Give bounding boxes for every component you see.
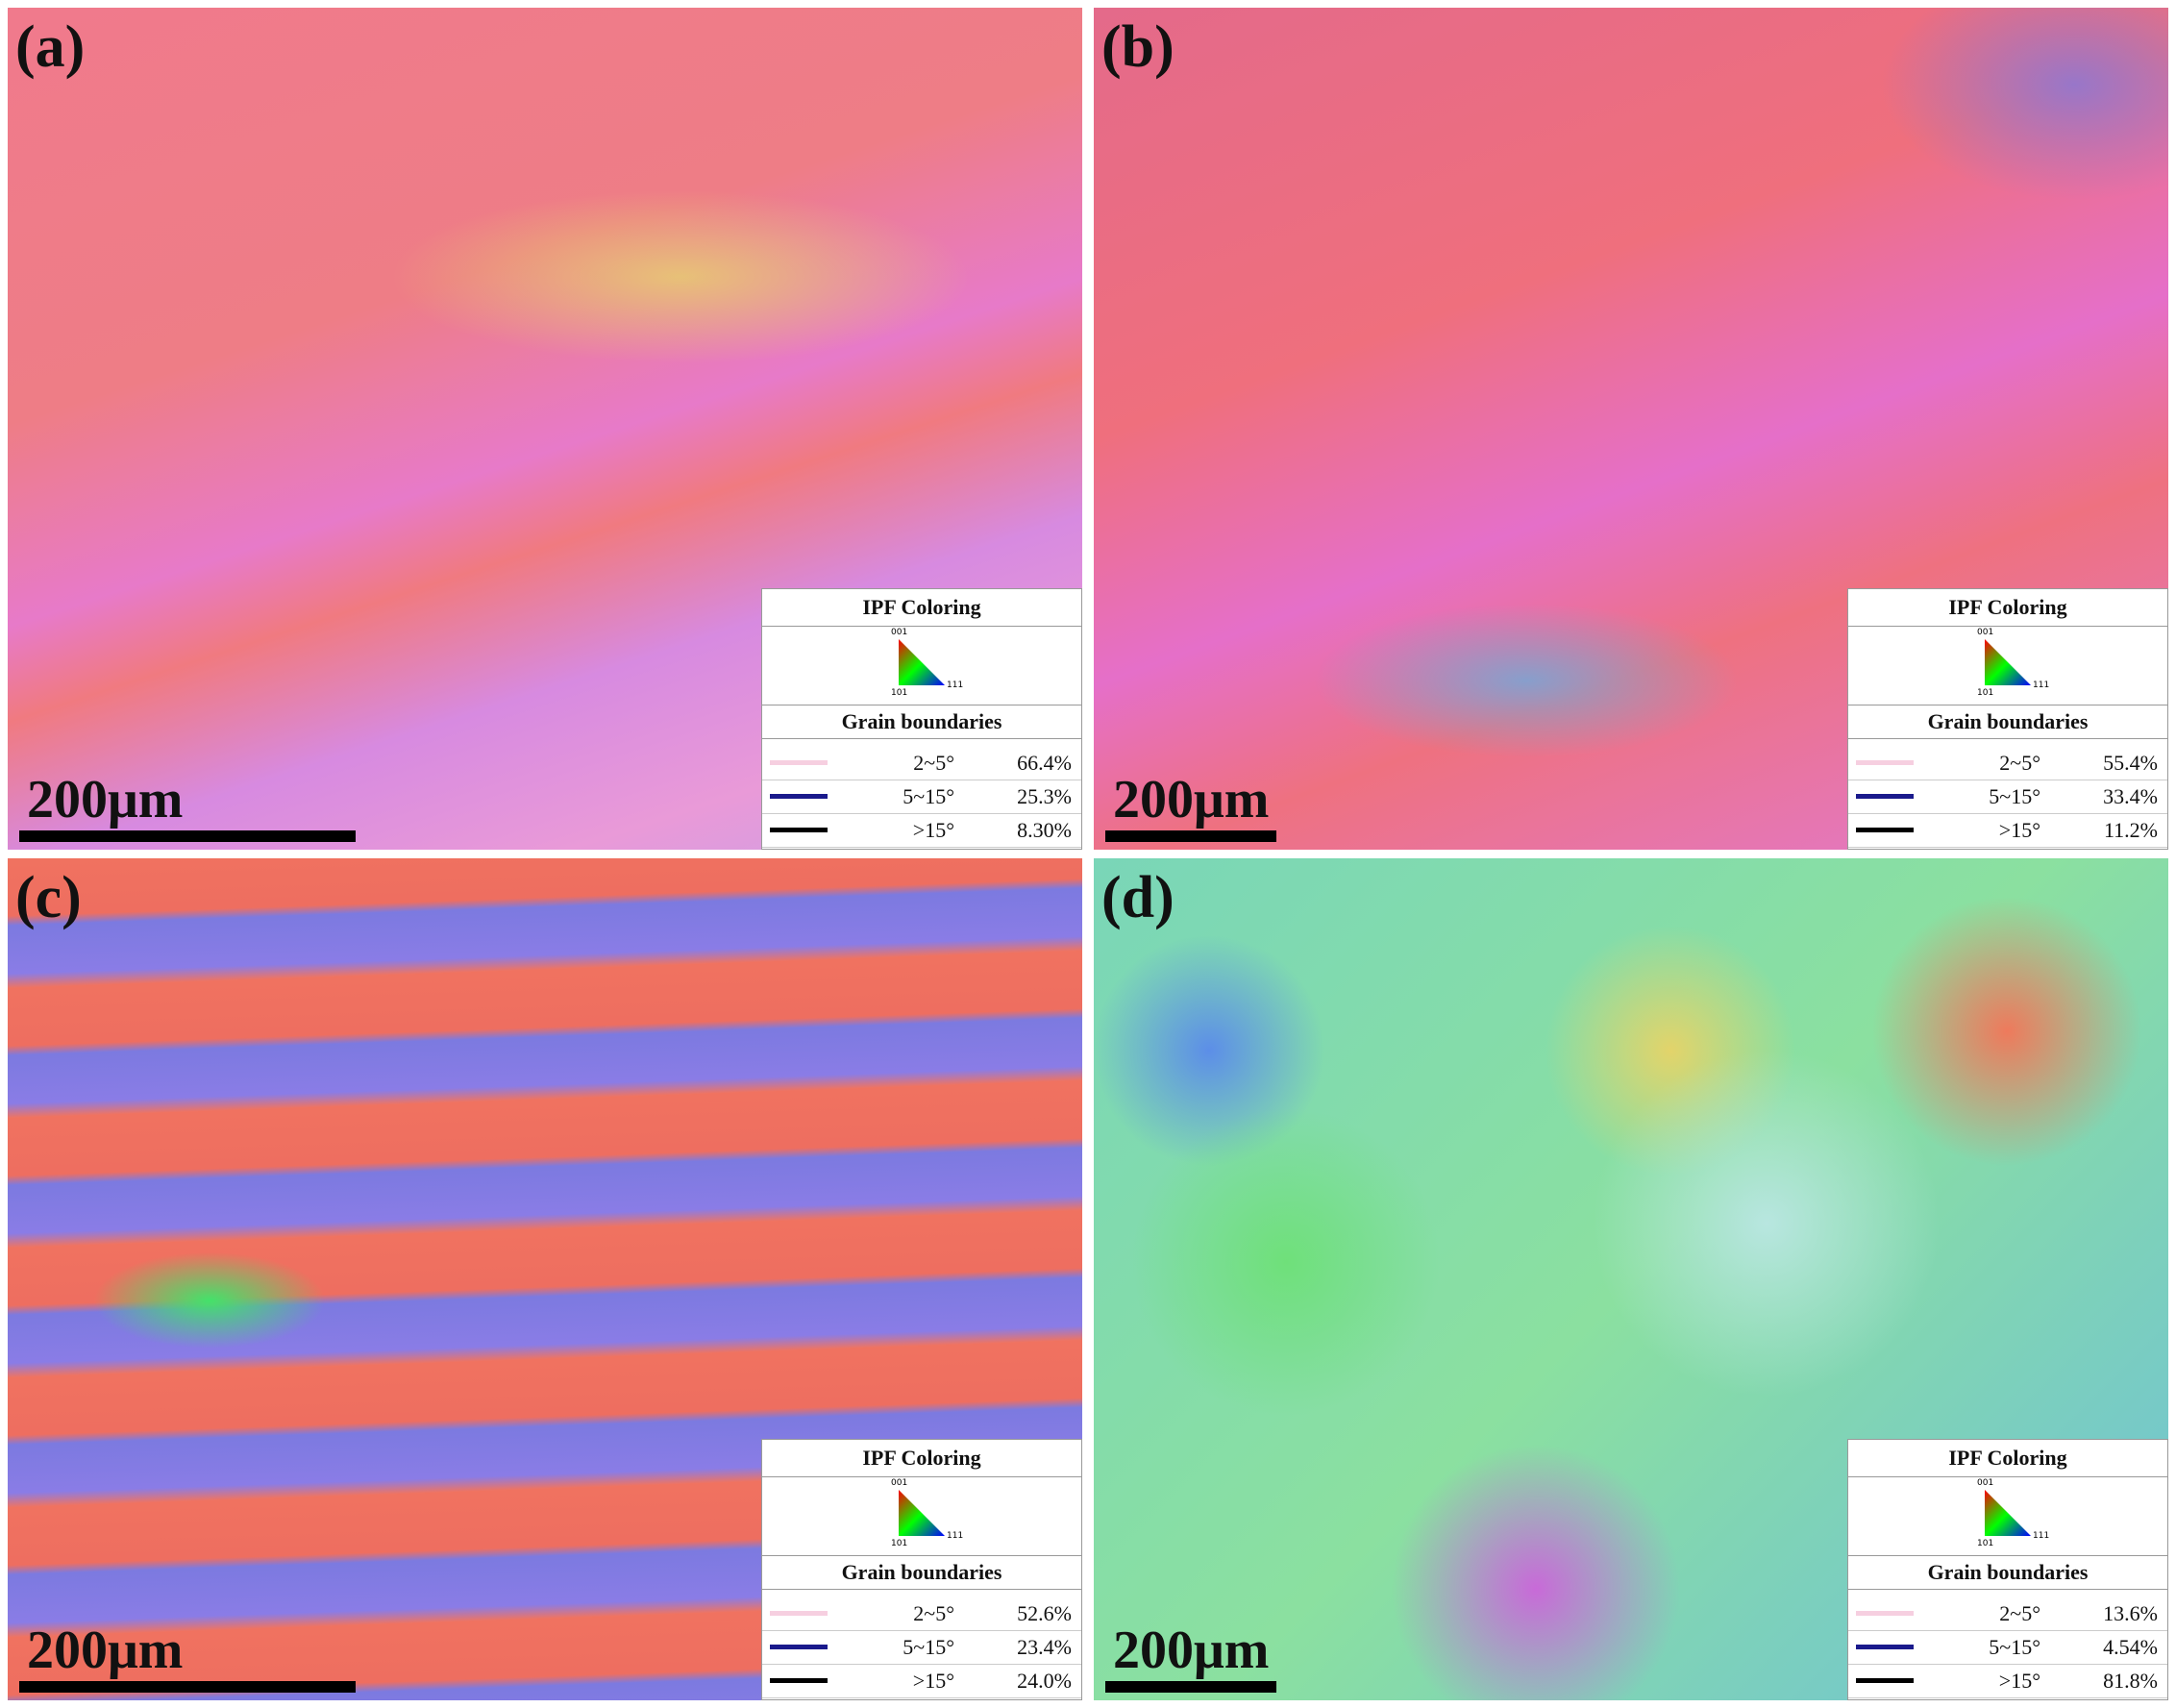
legend-section: Grain boundaries [1848,705,2167,739]
ipf-triangle-shape [1985,1490,2031,1536]
legend-row: >15° 8.30% [762,814,1081,848]
legend-row: 2~5° 13.6% [1848,1597,2167,1631]
scale-bar-label: 200μm [27,1621,184,1680]
legend-row: >15° 11.2% [1848,814,2167,848]
fraction: 23.4% [1017,1635,1072,1659]
line-swatch [770,1611,828,1616]
legend-title: IPF Coloring [762,1446,1081,1477]
legend-row: 5~15° 33.4% [1848,780,2167,814]
angle-range: 2~5° [913,751,954,775]
line-swatch [1856,794,1914,799]
legend-title: IPF Coloring [762,595,1081,627]
ipf-corner-label: 001 [891,1478,907,1488]
ipf-corner-label: 111 [947,681,963,690]
legend-row: 5~15° 23.4% [762,1631,1081,1665]
ipf-corner-label: 101 [1977,688,1993,698]
angle-range: 2~5° [913,1601,954,1625]
fraction: 25.3% [1017,784,1072,808]
fraction: 81.8% [2103,1669,2158,1693]
legend-row: 2~5° 52.6% [762,1597,1081,1631]
angle-range: 2~5° [1999,751,2040,775]
line-swatch [770,1645,828,1649]
panel-label: (a) [15,14,86,80]
ipf-triangle-shape [899,639,945,685]
ipf-corner-label: 101 [1977,1539,1993,1548]
panel-label: (d) [1101,865,1175,930]
ipf-corner-label: 001 [1977,628,1993,637]
line-swatch [770,794,828,799]
angle-range: >15° [912,1669,954,1693]
legend: IPF Coloring 001 101 111 Grain boundaries 2~5… [761,1439,1082,1700]
line-swatch [1856,828,1914,832]
ipf-corner-label: 101 [891,1539,907,1548]
ipf-triangle: 001 101 111 [891,628,963,698]
line-swatch [770,760,828,765]
scale-bar [1105,830,1276,842]
legend-section: Grain boundaries [762,1555,1081,1590]
legend: IPF Coloring 001 101 111 Grain boundaries 2~5… [1847,1439,2168,1700]
ipf-triangle: 001 101 111 [1977,1478,2049,1548]
panel-label: (b) [1101,14,1175,80]
line-swatch [770,828,828,832]
fraction: 13.6% [2103,1601,2158,1625]
scale-bar [19,1681,356,1693]
angle-range: 5~15° [903,784,954,808]
ipf-triangle-shape [899,1490,945,1536]
fraction: 8.30% [1017,818,1072,842]
ipf-corner-label: 001 [891,628,907,637]
line-swatch [1856,1645,1914,1649]
scale-bar [19,830,356,842]
ipf-corner-label: 001 [1977,1478,1993,1488]
legend-section: Grain boundaries [1848,1555,2167,1590]
angle-range: >15° [1998,1669,2040,1693]
legend-section: Grain boundaries [762,705,1081,739]
angle-range: 5~15° [1989,1635,2040,1659]
angle-range: 2~5° [1999,1601,2040,1625]
scale-bar-label: 200μm [27,770,184,829]
legend-row: 5~15° 4.54% [1848,1631,2167,1665]
line-swatch [770,1678,828,1683]
ipf-triangle-shape [1985,639,2031,685]
scale-bar [1105,1681,1276,1693]
fraction: 33.4% [2103,784,2158,808]
legend-row: 2~5° 55.4% [1848,747,2167,780]
angle-range: >15° [1998,818,2040,842]
panel: (b) 200μm IPF Coloring 001 101 111 Grain bound… [1094,8,2168,850]
fraction: 55.4% [2103,751,2158,775]
panel: (c) 200μm IPF Coloring 001 101 111 Grain bound… [8,858,1082,1700]
legend-row: >15° 81.8% [1848,1665,2167,1698]
angle-range: >15° [912,818,954,842]
legend: IPF Coloring 001 101 111 Grain boundaries 2~5… [1847,588,2168,850]
legend-title: IPF Coloring [1848,1446,2167,1477]
legend-row: >15° 24.0% [762,1665,1081,1698]
ipf-corner-label: 111 [2033,681,2049,690]
angle-range: 5~15° [1989,784,2040,808]
fraction: 4.54% [2103,1635,2158,1659]
ipf-corner-label: 111 [2033,1531,2049,1541]
fraction: 24.0% [1017,1669,1072,1693]
fraction: 66.4% [1017,751,1072,775]
fraction: 52.6% [1017,1601,1072,1625]
line-swatch [1856,1611,1914,1616]
scale-bar-label: 200μm [1113,1621,1270,1680]
ipf-corner-label: 111 [947,1531,963,1541]
ipf-triangle: 001 101 111 [891,1478,963,1548]
ipf-triangle: 001 101 111 [1977,628,2049,698]
scale-bar-label: 200μm [1113,770,1270,829]
line-swatch [1856,760,1914,765]
legend-title: IPF Coloring [1848,595,2167,627]
line-swatch [1856,1678,1914,1683]
ipf-corner-label: 101 [891,688,907,698]
legend-row: 5~15° 25.3% [762,780,1081,814]
panel-label: (c) [15,865,82,930]
panel: (a) 200μm IPF Coloring 001 101 111 Grain bound… [8,8,1082,850]
fraction: 11.2% [2103,818,2158,842]
legend-row: 2~5° 66.4% [762,747,1081,780]
panel: (d) 200μm IPF Coloring 001 101 111 Grain bound… [1094,858,2168,1700]
legend: IPF Coloring 001 101 111 Grain boundaries 2~5… [761,588,1082,850]
angle-range: 5~15° [903,1635,954,1659]
